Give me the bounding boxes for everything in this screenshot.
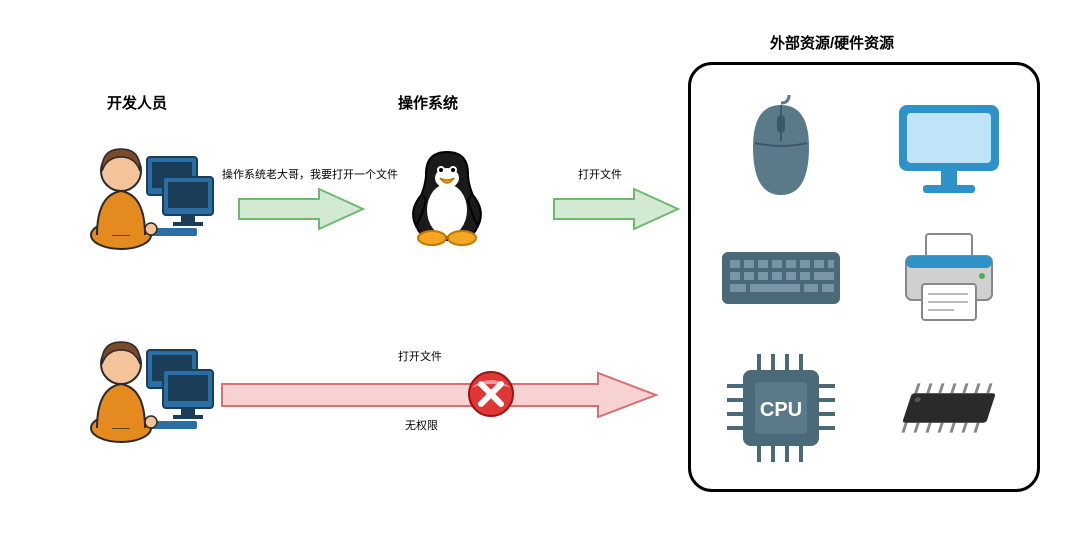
resources-label: 外部资源/硬件资源: [770, 32, 894, 53]
deny-icon: [465, 368, 517, 420]
arrow1-label: 操作系统老大哥，我要打开一个文件: [222, 166, 398, 182]
cpu-text: CPU: [760, 399, 802, 421]
arrow2-label: 打开文件: [578, 166, 622, 182]
arrow2: [550, 185, 690, 233]
linux-penguin-icon: [392, 140, 502, 250]
printer-icon: [880, 218, 1018, 338]
arrow1: [235, 185, 375, 233]
monitor-icon: [880, 88, 1018, 208]
developer-bottom: [85, 328, 215, 443]
keyboard-icon: [712, 218, 850, 338]
arrow3: [218, 370, 663, 420]
mouse-icon: [712, 88, 850, 208]
arrow3-label-bottom: 无权限: [405, 417, 438, 433]
resources-grid: CPU: [712, 88, 1018, 468]
cpu-icon: CPU: [712, 348, 850, 468]
chip-icon: [880, 348, 1018, 468]
os-label: 操作系统: [398, 92, 458, 113]
arrow3-label-top: 打开文件: [398, 348, 442, 364]
developer-top: [85, 135, 215, 250]
developer-label: 开发人员: [107, 92, 167, 113]
